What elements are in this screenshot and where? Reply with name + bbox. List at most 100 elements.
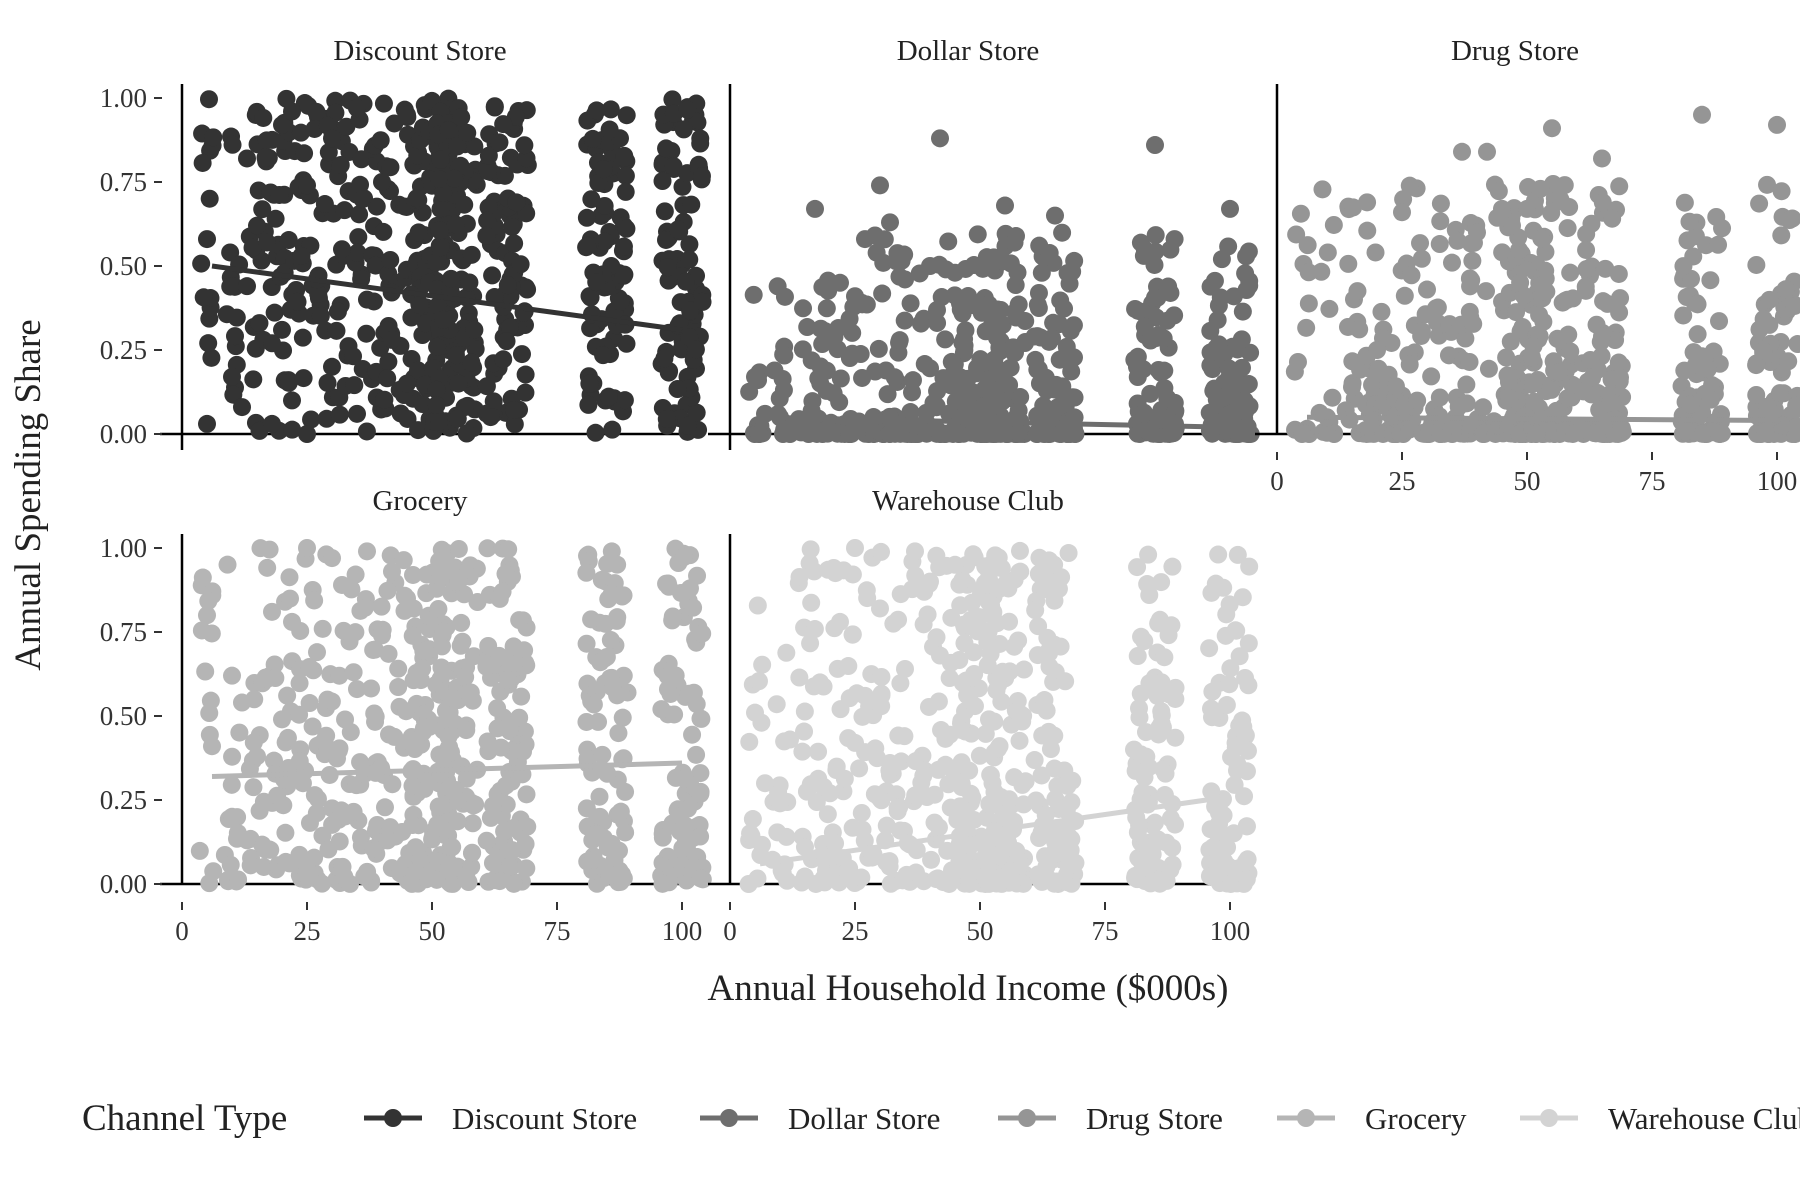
data-point	[821, 784, 839, 803]
data-point	[1065, 424, 1084, 443]
data-point	[1225, 775, 1244, 794]
data-point	[1299, 294, 1318, 313]
data-point	[991, 301, 1010, 320]
data-point	[460, 273, 479, 292]
data-point	[1207, 390, 1226, 409]
data-point	[455, 195, 474, 214]
data-point	[190, 841, 209, 860]
data-point	[221, 855, 240, 874]
data-point	[615, 391, 634, 410]
data-point	[653, 874, 672, 893]
data-point	[979, 622, 998, 641]
data-point	[906, 863, 925, 882]
data-point	[1758, 398, 1777, 417]
data-point	[680, 684, 699, 703]
data-point	[488, 699, 507, 718]
data-point	[1201, 343, 1220, 362]
data-point	[1534, 312, 1553, 331]
data-point	[771, 794, 789, 813]
data-point	[663, 90, 682, 109]
data-point	[1010, 541, 1029, 560]
data-point	[743, 810, 762, 829]
data-point	[781, 425, 799, 443]
data-point	[323, 549, 341, 568]
data-point	[911, 314, 930, 333]
data-point	[288, 292, 307, 311]
data-point	[1165, 306, 1184, 325]
data-point	[1053, 223, 1072, 242]
y-tick-label: 0.00	[100, 869, 147, 899]
data-point	[817, 381, 836, 400]
data-point	[518, 817, 537, 836]
data-point	[603, 420, 622, 439]
data-point	[457, 868, 476, 887]
data-point	[1422, 367, 1441, 386]
data-point	[389, 659, 408, 678]
data-point	[1155, 379, 1174, 398]
data-point	[871, 176, 889, 195]
data-point	[258, 558, 277, 577]
data-point	[478, 732, 497, 751]
legend-key-point	[1018, 1109, 1036, 1127]
legend-entry: Grocery	[1277, 1101, 1467, 1136]
data-point	[846, 733, 864, 752]
data-point	[403, 816, 422, 835]
data-point	[768, 277, 787, 296]
panel-dollar-store: Dollar Store	[708, 35, 1260, 450]
data-point	[658, 680, 677, 699]
data-point	[491, 738, 510, 757]
data-point	[664, 157, 683, 176]
data-point	[280, 854, 299, 873]
data-point	[510, 611, 529, 630]
data-point	[1128, 870, 1147, 889]
data-point	[499, 540, 518, 559]
data-point	[921, 572, 939, 591]
data-point	[1212, 250, 1231, 269]
data-point	[497, 795, 516, 814]
data-point	[439, 121, 458, 140]
legend-label: Grocery	[1365, 1101, 1467, 1136]
data-point	[194, 288, 213, 307]
data-point	[1542, 380, 1561, 399]
data-point	[427, 380, 446, 399]
data-point	[362, 679, 381, 698]
data-point	[1007, 702, 1026, 721]
data-point	[594, 160, 613, 179]
data-point	[507, 193, 526, 212]
data-point	[430, 221, 449, 240]
data-point	[790, 668, 809, 687]
data-point	[311, 306, 330, 325]
data-point	[1411, 234, 1430, 253]
data-point	[1009, 424, 1028, 443]
data-point	[344, 802, 363, 821]
data-point	[741, 824, 760, 843]
panel-title: Drug Store	[1451, 35, 1579, 67]
data-point	[353, 190, 372, 209]
data-point	[953, 300, 972, 319]
data-point	[303, 717, 322, 736]
data-point	[595, 196, 614, 215]
data-point	[683, 725, 702, 744]
data-point	[439, 727, 458, 746]
data-point	[1561, 263, 1580, 282]
data-point	[238, 277, 256, 296]
data-point	[1048, 777, 1067, 796]
data-point	[617, 106, 636, 125]
data-point	[1214, 578, 1233, 597]
data-point	[843, 323, 862, 342]
data-point	[773, 369, 792, 388]
data-point	[1037, 701, 1056, 720]
legend-entries: Discount Store Dollar Store Drug Store Groc…	[364, 1101, 1800, 1136]
data-point	[223, 367, 241, 386]
data-point	[790, 567, 809, 586]
data-point	[772, 861, 791, 880]
x-tick-label: 0	[175, 916, 189, 946]
data-point	[1025, 751, 1044, 770]
data-point	[1431, 212, 1450, 231]
data-point	[515, 136, 534, 155]
data-point	[1152, 702, 1171, 721]
data-point	[801, 634, 820, 653]
data-point	[403, 626, 422, 645]
data-point	[348, 243, 367, 262]
data-point	[373, 626, 391, 645]
